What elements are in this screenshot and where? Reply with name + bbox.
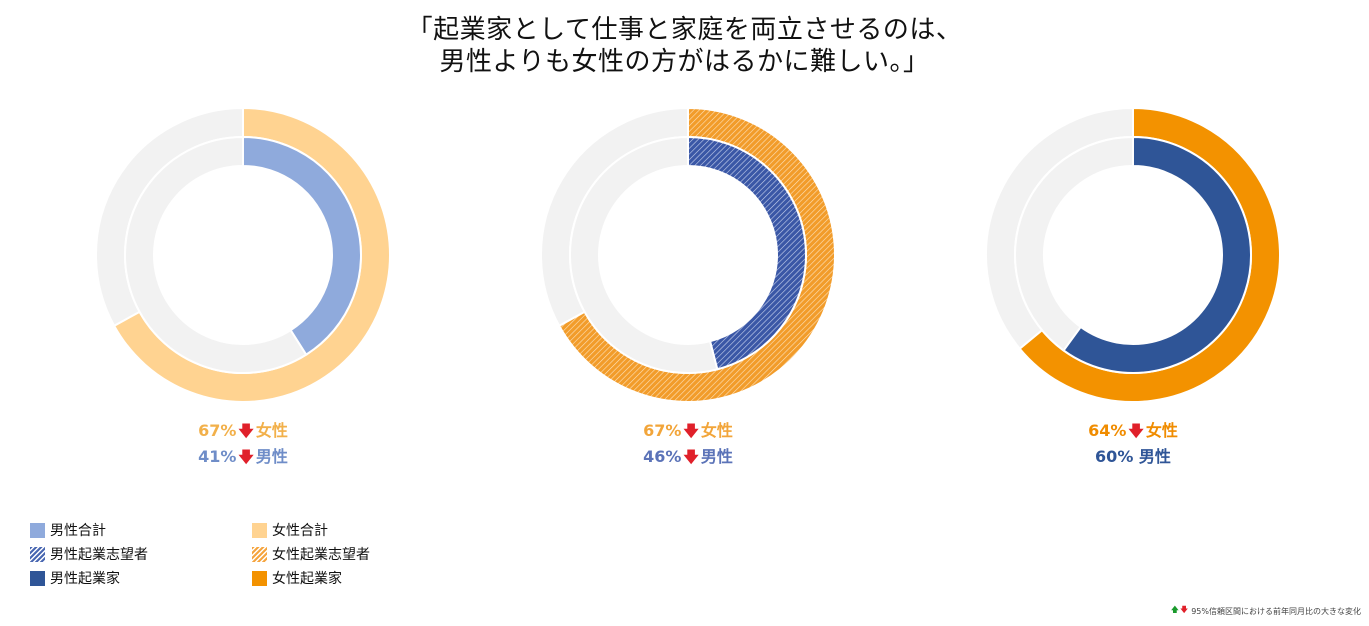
legend-label: 男性起業志望者: [50, 547, 148, 563]
down-arrow-icon: 🡇: [683, 422, 699, 440]
legend-swatch: [30, 546, 45, 562]
legend-swatch: [252, 570, 267, 586]
legend-item: 女性合計: [252, 520, 328, 540]
legend-item: 男性合計: [30, 520, 106, 540]
donut-3-labels: 64% 🡇 女性 60% 男性: [1003, 418, 1263, 470]
legend-label: 男性起業家: [50, 571, 120, 587]
data-label-gender: 女性: [700, 421, 733, 440]
data-label-gender: 女性: [1145, 421, 1178, 440]
down-arrow-icon: 🡇: [238, 448, 254, 466]
legend-label: 女性合計: [272, 523, 328, 539]
legend-label: 女性起業家: [272, 571, 342, 587]
chart-title: 「起業家として仕事と家庭を両立させるのは、 男性よりも女性の方がはるかに難しい。…: [0, 14, 1369, 78]
donut-2-labels: 67% 🡇 女性 46% 🡇 男性: [558, 418, 818, 470]
donut-1-labels: 67% 🡇 女性 41% 🡇 男性: [113, 418, 373, 470]
donut-1-inner-remainder: [124, 135, 308, 374]
data-label-value: 60%: [1095, 447, 1134, 466]
donut-1-inner-label: 41% 🡇 男性: [113, 444, 373, 470]
data-label-value: 67%: [643, 421, 682, 440]
donut-3-inner-slice: [1062, 135, 1252, 374]
data-label-value: 46%: [643, 447, 682, 466]
footnote: 🡅 🡇 95%信頼区間における前年同月比の大きな変化: [1171, 604, 1361, 618]
legend-item: 男性起業志望者: [30, 544, 148, 564]
donut-2-inner-label: 46% 🡇 男性: [558, 444, 818, 470]
legend-item: 女性起業志望者: [252, 544, 370, 564]
donut-2-outer-label: 67% 🡇 女性: [558, 418, 818, 444]
data-label-gender: 男性: [255, 447, 288, 466]
legend-swatch: [30, 522, 45, 538]
legend-swatch: [252, 522, 267, 538]
down-arrow-icon: 🡇: [1179, 605, 1189, 614]
legend-item: 男性起業家: [30, 568, 120, 588]
donut-1-outer-label: 67% 🡇 女性: [113, 418, 373, 444]
down-arrow-icon: 🡇: [1128, 422, 1144, 440]
up-arrow-icon: 🡅: [1170, 605, 1179, 614]
chart-title-line-1: 「起業家として仕事と家庭を両立させるのは、: [406, 15, 963, 45]
data-label-value: 67%: [198, 421, 237, 440]
legend-item: 女性起業家: [252, 568, 342, 588]
data-label-value: 41%: [198, 447, 237, 466]
donut-2-inner-remainder: [569, 135, 719, 374]
down-arrow-icon: 🡇: [683, 448, 699, 466]
data-label-gender: 男性: [700, 447, 733, 466]
donut-2-inner-slice: [687, 135, 807, 371]
donut-1-inner-slice: [242, 135, 362, 357]
down-arrow-icon: 🡇: [238, 422, 254, 440]
chart-title-line-2: 男性よりも女性の方がはるかに難しい。」: [439, 47, 930, 77]
legend-swatch: [30, 570, 45, 586]
legend: 男性合計 女性合計男性起業志望者 女性起業志望者男性起業家 女性起業家: [30, 520, 450, 590]
footnote-text: 95%信頼区間における前年同月比の大きな変化: [1191, 606, 1361, 616]
legend-label: 男性合計: [50, 523, 106, 539]
data-label-value: 64%: [1088, 421, 1127, 440]
donut-3-inner-label: 60% 男性: [1003, 444, 1263, 470]
donut-3-outer-label: 64% 🡇 女性: [1003, 418, 1263, 444]
legend-label: 女性起業志望者: [272, 547, 370, 563]
data-label-gender: 女性: [255, 421, 288, 440]
data-label-gender: 男性: [1138, 447, 1171, 466]
legend-swatch: [252, 546, 267, 562]
